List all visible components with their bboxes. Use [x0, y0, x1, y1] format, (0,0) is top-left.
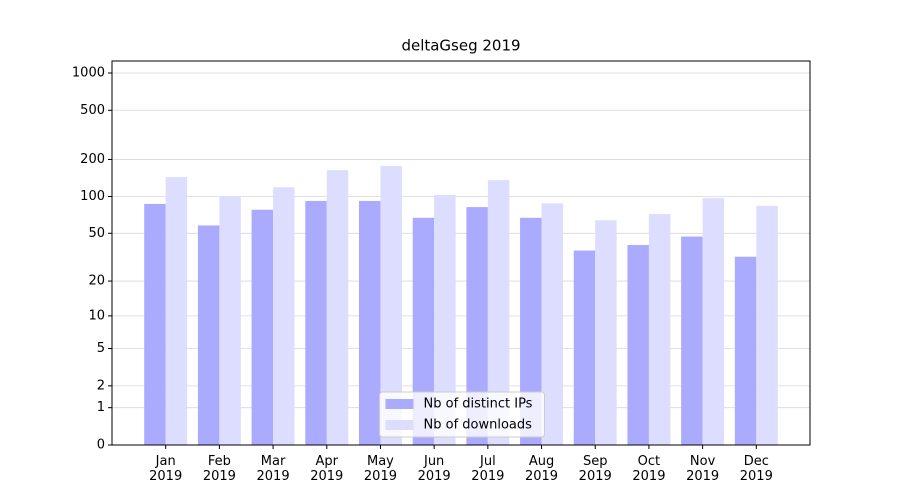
bar — [219, 196, 241, 445]
x-tick-label: Jul 2019 — [471, 454, 505, 484]
x-tick-label: Oct 2019 — [632, 454, 666, 484]
plot-frame — [111, 60, 811, 446]
bar — [466, 207, 488, 445]
legend-swatch — [385, 420, 414, 430]
bar — [305, 200, 327, 445]
bar — [681, 236, 703, 445]
bar — [165, 177, 188, 445]
y-tick-label: 1000 — [72, 66, 105, 81]
x-tick-label: May 2019 — [363, 454, 397, 484]
bar — [144, 203, 166, 445]
bar — [380, 165, 402, 445]
bar — [326, 170, 349, 445]
bar — [573, 250, 596, 445]
legend: Nb of distinct IPs Nb of downloads — [379, 391, 545, 438]
bar — [520, 217, 542, 445]
y-tick-label: 2 — [97, 378, 105, 393]
y-tick-label: 5 — [97, 341, 105, 356]
bar — [197, 225, 220, 445]
bar — [358, 200, 381, 445]
bar — [756, 205, 778, 445]
legend-box — [379, 391, 545, 438]
x-tick-label: Sep 2019 — [578, 454, 612, 484]
bar — [627, 245, 649, 445]
x-tick-label: Dec 2019 — [739, 454, 773, 484]
x-tick-label: Apr 2019 — [310, 454, 344, 484]
y-tick-label: 1 — [97, 400, 105, 415]
bar — [251, 209, 274, 445]
bar — [648, 213, 671, 445]
x-tick-label: Mar 2019 — [256, 454, 290, 484]
bar — [434, 194, 456, 445]
legend-swatch — [385, 399, 414, 409]
bar — [273, 187, 295, 445]
bar — [702, 198, 725, 445]
y-tick-label: 500 — [80, 103, 105, 118]
y-tick-label: 0 — [97, 438, 105, 453]
y-tick-label: 50 — [88, 226, 105, 241]
y-tick-label: 20 — [88, 274, 105, 289]
legend-label: Nb of downloads — [424, 418, 533, 433]
y-tick-label: 10 — [88, 308, 105, 323]
bar — [595, 220, 617, 445]
y-tick-label: 200 — [80, 152, 105, 167]
x-tick-label: Feb 2019 — [202, 454, 236, 484]
bar — [487, 180, 510, 445]
x-tick-label: Aug 2019 — [524, 454, 559, 484]
bar — [541, 203, 564, 445]
x-tick-label: Jun 2019 — [417, 454, 451, 484]
y-tick-label: 100 — [80, 189, 105, 204]
x-tick-label: Jan 2019 — [149, 454, 183, 484]
bar — [412, 217, 435, 445]
x-tick-label: Nov 2019 — [686, 454, 720, 484]
chart-title: deltaGseg 2019 — [401, 37, 520, 55]
bar — [734, 256, 757, 445]
legend-label: Nb of distinct IPs — [424, 397, 533, 412]
